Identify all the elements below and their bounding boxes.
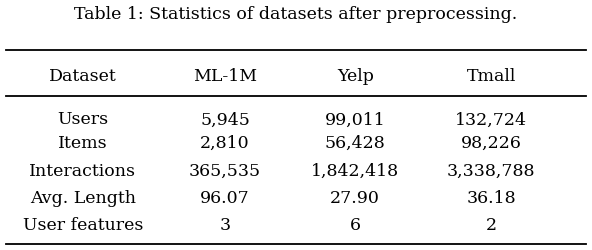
Text: 5,945: 5,945 (200, 112, 250, 128)
Text: Dataset: Dataset (49, 68, 117, 85)
Text: 365,535: 365,535 (189, 163, 261, 180)
Text: Users: Users (57, 112, 108, 128)
Text: Avg. Length: Avg. Length (30, 190, 136, 207)
Text: 99,011: 99,011 (325, 112, 385, 128)
Text: 98,226: 98,226 (461, 135, 522, 152)
Text: 3,338,788: 3,338,788 (447, 163, 536, 180)
Text: 132,724: 132,724 (455, 112, 527, 128)
Text: Yelp: Yelp (337, 68, 374, 85)
Text: 56,428: 56,428 (325, 135, 385, 152)
Text: Tmall: Tmall (466, 68, 516, 85)
Text: ML-1M: ML-1M (193, 68, 257, 85)
Text: 36.18: 36.18 (466, 190, 516, 207)
Text: Table 1: Statistics of datasets after preprocessing.: Table 1: Statistics of datasets after pr… (75, 6, 517, 23)
Text: 1,842,418: 1,842,418 (311, 163, 399, 180)
Text: 2: 2 (486, 217, 497, 234)
Text: User features: User features (22, 217, 143, 234)
Text: Interactions: Interactions (30, 163, 136, 180)
Text: 6: 6 (350, 217, 361, 234)
Text: 3: 3 (220, 217, 230, 234)
Text: 2,810: 2,810 (200, 135, 250, 152)
Text: 96.07: 96.07 (200, 190, 250, 207)
Text: 27.90: 27.90 (330, 190, 380, 207)
Text: Items: Items (58, 135, 108, 152)
